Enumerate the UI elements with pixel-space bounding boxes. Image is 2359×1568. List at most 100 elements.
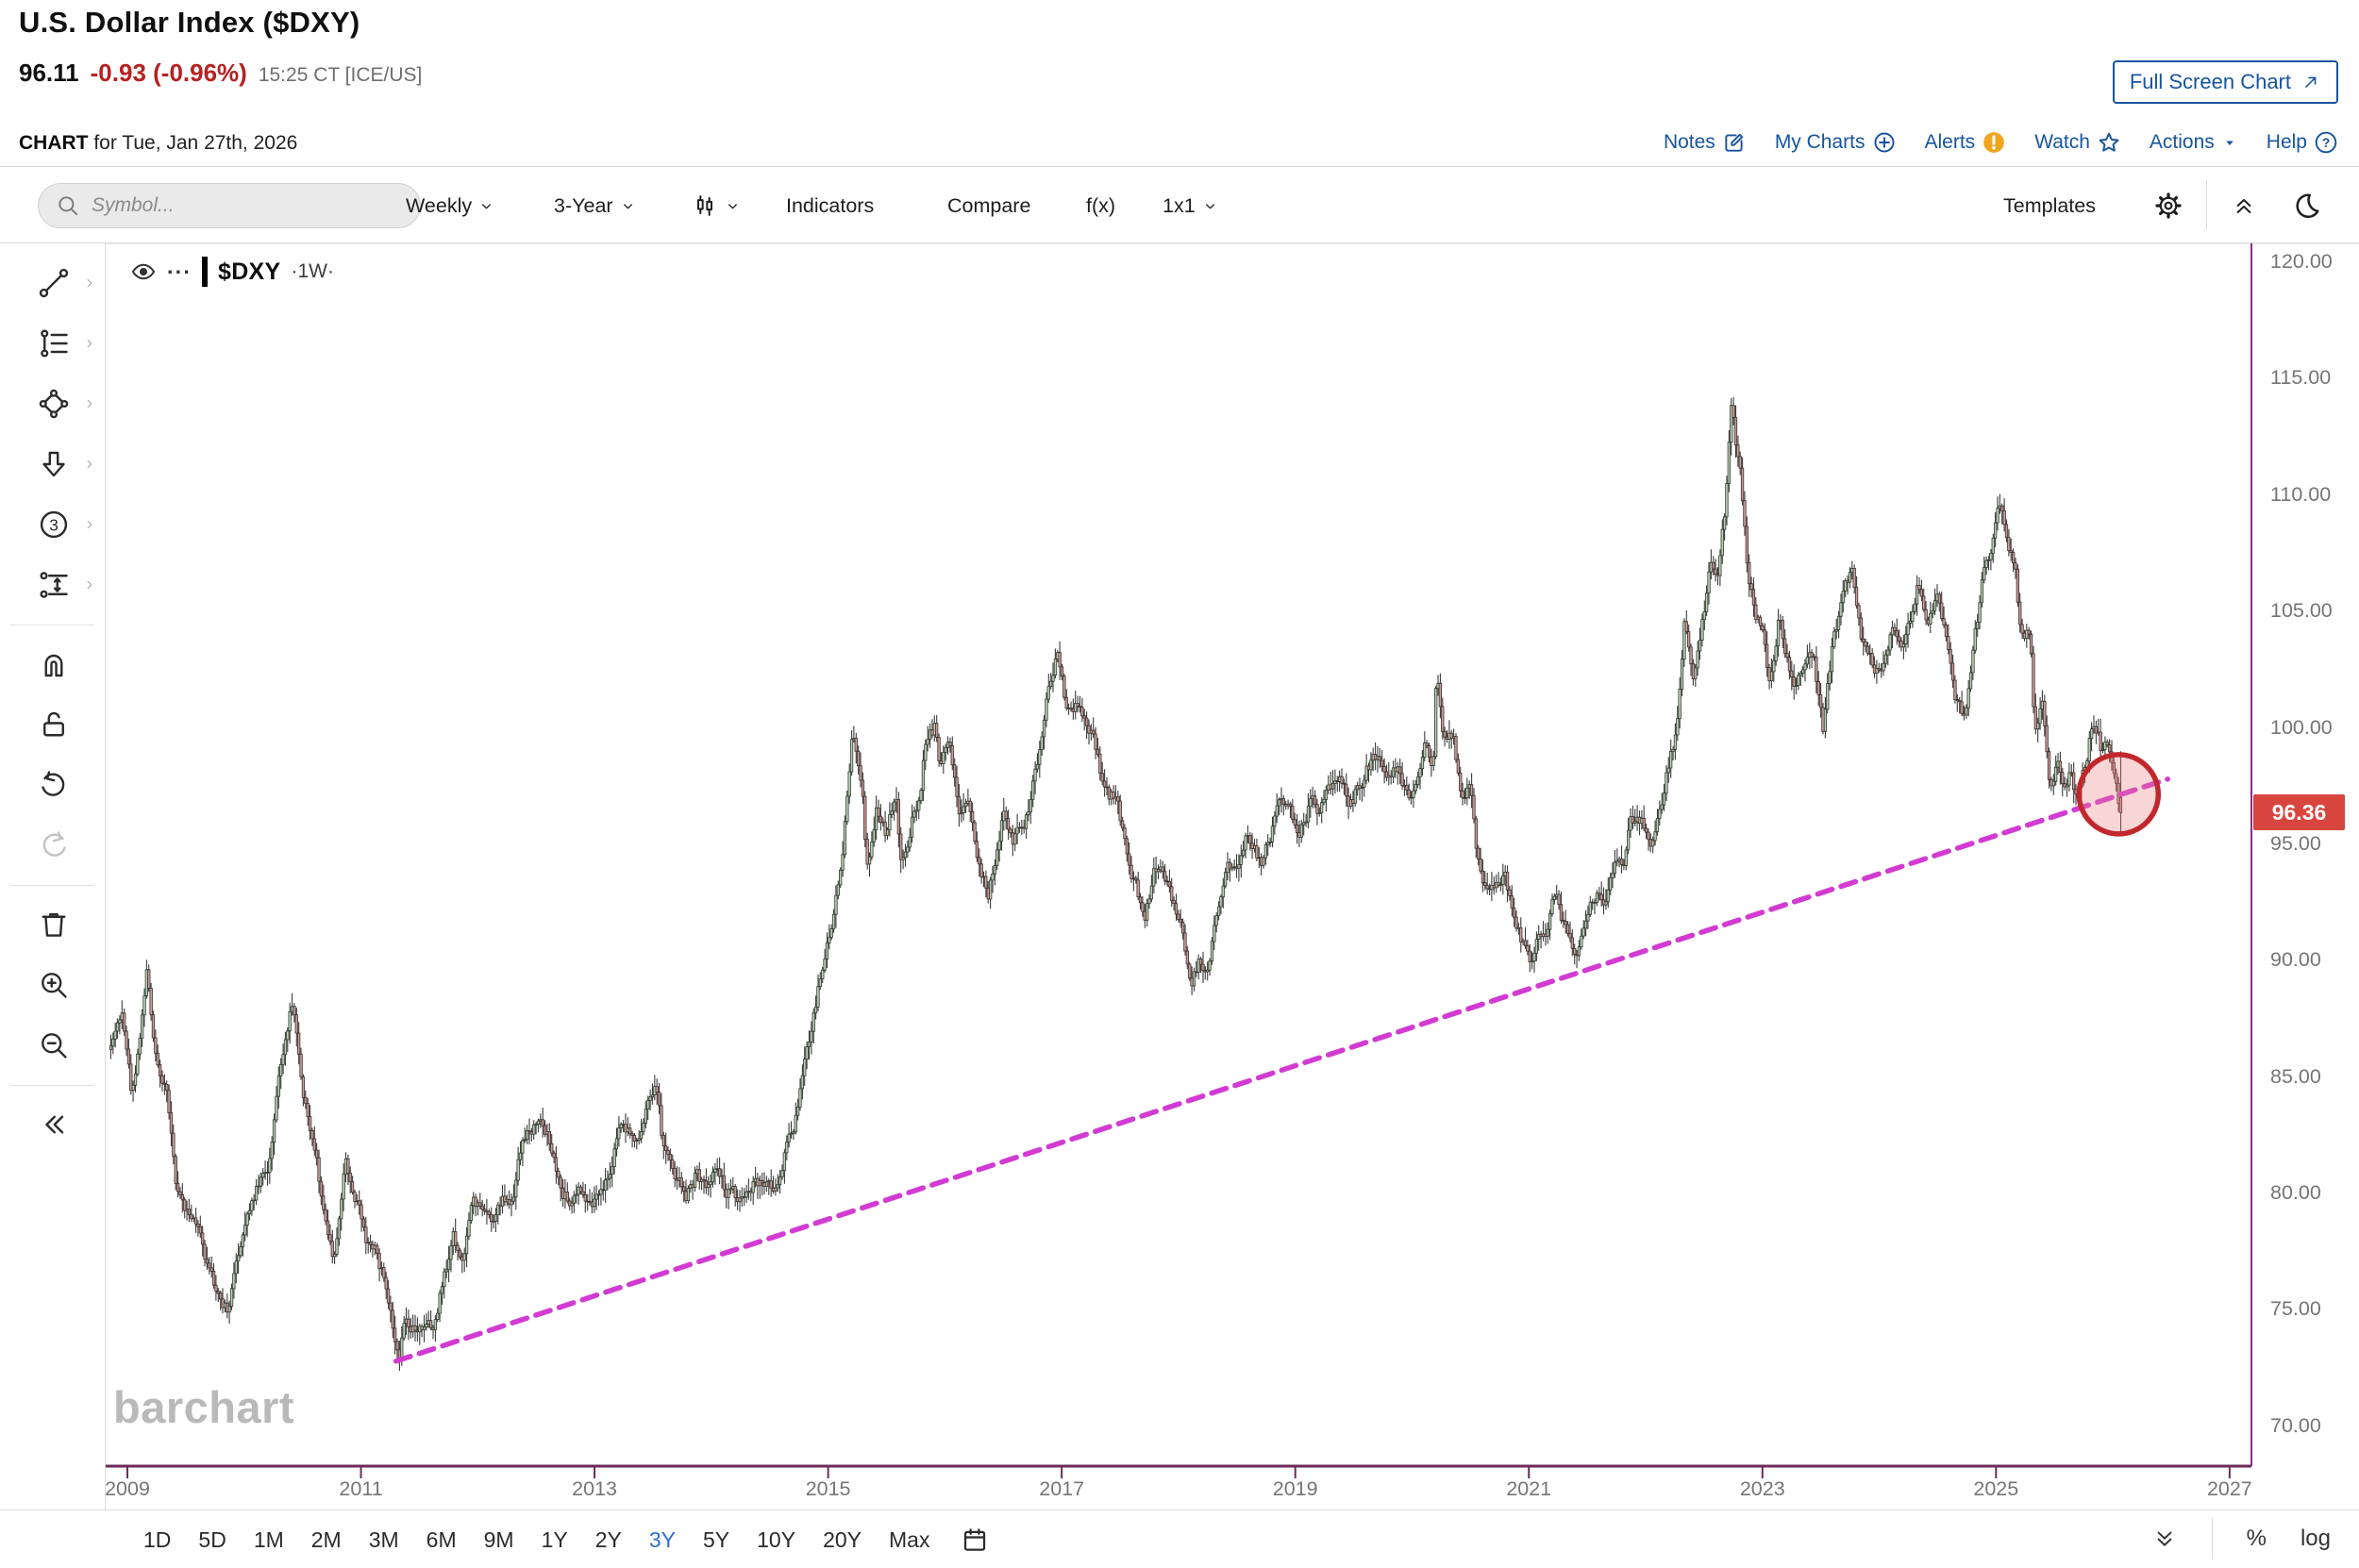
zoom-out-icon — [37, 1028, 71, 1062]
help-icon: ? — [2314, 130, 2338, 155]
x-axis-label: 2025 — [1973, 1477, 2019, 1500]
submenu-chevron-icon[interactable] — [83, 518, 96, 531]
templates-label: Templates — [2003, 193, 2096, 217]
full-screen-chart-button[interactable]: Full Screen Chart — [2112, 60, 2338, 104]
elliott-wave-tool-button[interactable]: 3 — [37, 508, 71, 542]
sidebar-divider — [9, 625, 94, 626]
x-axis-label: 2011 — [339, 1477, 383, 1500]
submenu-chevron-icon[interactable] — [83, 337, 96, 350]
symbol-search[interactable] — [38, 183, 421, 228]
range-button-5y[interactable]: 5Y — [703, 1526, 730, 1552]
shapes-icon — [37, 387, 71, 421]
double-chevron-down-icon[interactable] — [2151, 1526, 2178, 1552]
sidebar-divider — [9, 885, 94, 886]
visibility-toggle-eye-icon[interactable] — [130, 259, 157, 285]
measure-tool-button[interactable] — [37, 568, 71, 602]
candles-up — [109, 405, 2107, 1360]
range-button-5d[interactable]: 5D — [198, 1526, 226, 1552]
link-label: My Charts — [1774, 131, 1865, 153]
submenu-chevron-icon[interactable] — [83, 458, 96, 471]
candles-down — [123, 405, 2123, 1360]
range-button-3m[interactable]: 3M — [368, 1526, 399, 1552]
notes-link[interactable]: Notes — [1664, 130, 1747, 155]
alert-badge-icon — [1982, 130, 2006, 155]
help-link[interactable]: Help? — [2267, 130, 2338, 155]
collapse-toolbar-button[interactable] — [2231, 190, 2257, 222]
chart-type-dropdown[interactable] — [692, 190, 740, 222]
range-button-10y[interactable]: 10Y — [757, 1526, 796, 1552]
x-axis-label: 2015 — [805, 1477, 851, 1500]
templates-button[interactable]: Templates — [2003, 190, 2096, 222]
compare-button[interactable]: Compare — [947, 190, 1030, 222]
trash-tool-button[interactable] — [37, 908, 71, 942]
chevron-down-icon — [621, 199, 635, 213]
chevron-down-icon — [1203, 199, 1217, 213]
fibonacci-tool-button[interactable] — [37, 326, 71, 360]
undo-tool-button[interactable] — [37, 768, 71, 802]
calendar-button[interactable] — [961, 1526, 989, 1554]
magnet-tool-button[interactable] — [37, 647, 71, 681]
fx-button[interactable]: f(x) — [1086, 190, 1115, 222]
highlight-circle-annotation — [2076, 752, 2162, 837]
series-options-ellipsis[interactable]: ··· — [167, 259, 192, 284]
zoom-out-tool-button[interactable] — [37, 1028, 71, 1062]
settings-button[interactable] — [2154, 190, 2183, 222]
my-charts-link[interactable]: My Charts — [1775, 130, 1897, 155]
y-axis-label: 70.00 — [2270, 1413, 2321, 1437]
range-button-1d[interactable]: 1D — [143, 1526, 172, 1552]
header-links: Notes My Charts Alerts Watch Actions Help? — [1664, 130, 2338, 155]
range-button-20y[interactable]: 20Y — [823, 1526, 862, 1552]
zoom-in-icon — [37, 968, 71, 1002]
period-dropdown[interactable]: Weekly — [406, 190, 494, 222]
fx-label: f(x) — [1086, 193, 1116, 217]
y-axis-label: 110.00 — [2270, 482, 2332, 506]
range-button-2y[interactable]: 2Y — [594, 1526, 622, 1552]
alerts-link[interactable]: Alerts — [1925, 130, 2007, 155]
page-title: U.S. Dollar Index ($DXY) — [19, 6, 360, 39]
y-axis-label: 75.00 — [2270, 1297, 2321, 1321]
series-legend: ··· $DXY ·1W· — [130, 255, 334, 289]
chart-for-date: for Tue, Jan 27th, 2026 — [88, 132, 298, 154]
current-price-label: 96.36 — [2253, 794, 2345, 831]
actions-link[interactable]: Actions — [2150, 131, 2238, 154]
range-button-6m[interactable]: 6M — [426, 1526, 457, 1552]
dark-mode-toggle[interactable] — [2293, 190, 2321, 222]
range-button-max[interactable]: Max — [889, 1526, 930, 1552]
range-button-2m[interactable]: 2M — [310, 1526, 342, 1552]
arrow-annotation-tool-button[interactable] — [37, 447, 71, 481]
range-button-3y[interactable]: 3Y — [648, 1526, 676, 1552]
range-dropdown[interactable]: 3-Year — [554, 190, 635, 222]
range-button-1y[interactable]: 1Y — [541, 1526, 568, 1552]
watch-link[interactable]: Watch — [2034, 130, 2121, 155]
range-button-9m[interactable]: 9M — [483, 1526, 514, 1552]
series-color-bar — [201, 257, 208, 287]
indicators-button[interactable]: Indicators — [786, 190, 874, 222]
unlock-tool-button[interactable] — [37, 708, 71, 742]
x-axis-label: 2013 — [572, 1477, 617, 1500]
quote-timestamp: 15:25 CT [ICE/US] — [258, 64, 423, 86]
layout-label: 1x1 — [1163, 193, 1196, 217]
range-button-1m[interactable]: 1M — [253, 1526, 284, 1552]
svg-text:?: ? — [2322, 135, 2331, 150]
submenu-chevron-icon[interactable] — [83, 397, 96, 410]
x-axis-label: 2019 — [1272, 1477, 1318, 1500]
symbol-search-input[interactable] — [90, 193, 367, 218]
log-scale-button[interactable]: log — [2300, 1526, 2331, 1551]
range-footer: 1D 5D 1M 2M 3M 6M 9M 1Y 2Y 3Y 5Y 10Y 20Y Max — [0, 1510, 2359, 1568]
submenu-chevron-icon[interactable] — [83, 578, 96, 592]
layout-dropdown[interactable]: 1x1 — [1163, 190, 1217, 222]
percent-scale-button[interactable]: % — [2246, 1526, 2267, 1551]
toolbar-divider — [2206, 180, 2207, 229]
star-icon — [2097, 130, 2121, 155]
collapse-tool-button[interactable] — [37, 1108, 71, 1142]
trend-line-tool-button[interactable] — [37, 266, 71, 300]
zoom-in-tool-button[interactable] — [37, 968, 71, 1002]
x-axis-label: 2023 — [1739, 1477, 1785, 1500]
shapes-tool-button[interactable] — [37, 387, 71, 421]
chart-toolbar: Weekly 3-Year Indicators Compare f(x) 1x… — [0, 167, 2359, 243]
submenu-chevron-icon[interactable] — [83, 276, 96, 290]
legend-interval: ·1W· — [291, 260, 335, 282]
link-label: Actions — [2149, 131, 2215, 153]
range-buttons: 1D 5D 1M 2M 3M 6M 9M 1Y 2Y 3Y 5Y 10Y 20Y Max — [0, 1526, 989, 1554]
